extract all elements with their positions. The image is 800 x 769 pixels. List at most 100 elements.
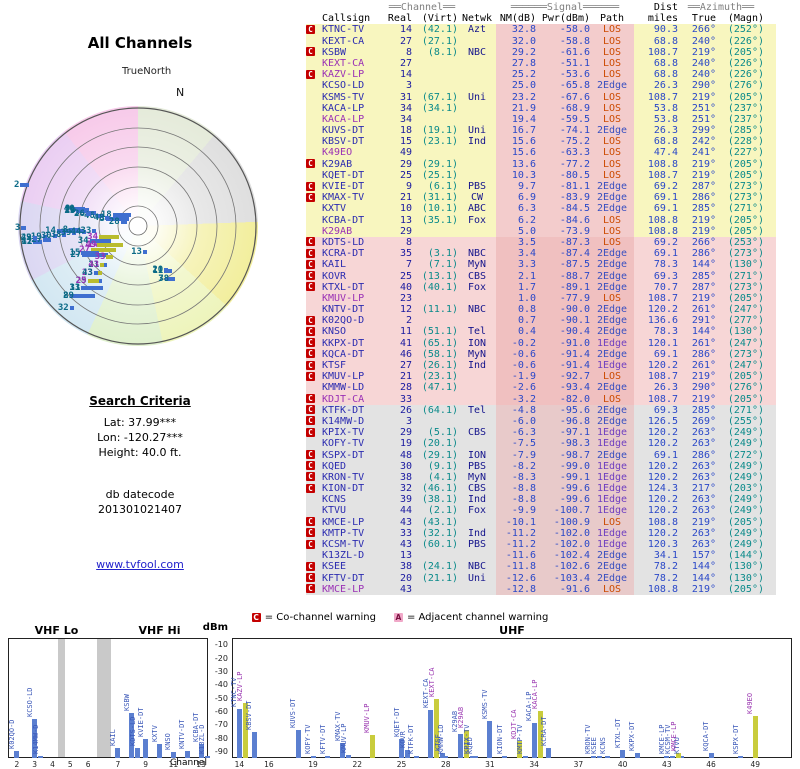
path-cell: LOS (590, 371, 634, 383)
power-cell: -51.1 (536, 57, 590, 70)
table-row: K13ZL-D 13 -11.6 -102.4 2Edge 34.1 157° (144°) (306, 550, 776, 562)
noise-margin-cell: -9.9 (496, 505, 536, 517)
real-channel-cell: 25 (399, 169, 412, 181)
table-row: KCNS 39 (38.1) Ind -8.8 -99.6 1Edge 120.2 263° (2… (306, 494, 776, 506)
table-row: C K14MW-D 3 -6.0 -96.8 2Edge 126.5 269° (255°) (306, 415, 776, 428)
power-cell: -98.3 (536, 438, 590, 450)
table-row: K29AB 29 5.0 -73.9 LOS 108.8 219° (205°) (306, 225, 776, 237)
magnetic-azimuth-cell: (226°) (727, 69, 764, 81)
spectrum-callsign-label: KQED (466, 737, 475, 754)
power-cell: -90.1 (536, 315, 590, 327)
real-channel-cell: 43 (399, 516, 412, 528)
network-cell: CBS (467, 427, 487, 439)
real-channel-cell: 21 (399, 371, 412, 383)
path-cell: LOS (590, 158, 634, 170)
warning-badge: C (306, 472, 315, 482)
path-cell: 2Edge (590, 192, 634, 204)
spectrum-bar (676, 753, 682, 758)
noise-margin-cell: -6.0 (496, 415, 536, 428)
dbm-tick-label: -30 (214, 666, 228, 676)
path-cell: LOS (590, 35, 634, 47)
callsign-cell: KQET-DT (322, 169, 365, 181)
miles-cell: 53.8 (653, 113, 678, 125)
spectrum-bar (469, 756, 475, 758)
warning-badge: C (306, 528, 315, 538)
network-cell (458, 226, 496, 237)
power-cell: -97.1 (536, 427, 590, 439)
dbm-tick-label: -20 (214, 653, 228, 663)
tvfool-link[interactable]: www.tvfool.com (96, 558, 184, 571)
power-cell: -103.4 (536, 572, 590, 584)
virtual-channel-cell: (27.1) (421, 35, 458, 47)
miles-cell: 108.8 (647, 214, 678, 226)
power-cell: -96.8 (536, 415, 590, 428)
virtual-channel-cell: (2.1) (427, 505, 458, 517)
channel-tick-label: 16 (264, 760, 274, 769)
true-azimuth-cell: 251° (691, 113, 716, 125)
miles-cell: 26.3 (653, 382, 678, 394)
virtual-channel-cell: (13.1) (421, 270, 458, 282)
channel-tick-label: 37 (573, 760, 584, 769)
radar-channel-marker: 46 (84, 211, 104, 221)
path-cell: 1Edge (590, 427, 634, 439)
table-row: C KMAX-TV 21 (31.1) CW 6.9 -83.9 2Edge 69.1 286° (… (306, 192, 776, 204)
radar-channel-marker: 13 (131, 247, 147, 257)
miles-cell: 108.7 (647, 91, 678, 103)
power-cell: -102.0 (536, 539, 590, 551)
spectrum-bar (204, 756, 210, 758)
noise-margin-cell: 6.2 (496, 214, 536, 226)
true-azimuth-cell: 219° (691, 516, 716, 528)
noise-margin-cell: 10.3 (496, 169, 536, 181)
radar-channel-marker: 3 (15, 223, 26, 233)
virtual-channel-cell: (29.1) (421, 449, 458, 461)
magnetic-azimuth-cell: (271°) (727, 203, 764, 215)
table-column-header: Callsign Real (Virt) Netwk NM(dB) Pwr(dB… (306, 13, 776, 24)
magnetic-azimuth-cell: (130°) (727, 572, 764, 584)
power-cell: -100.7 (536, 505, 590, 517)
real-channel-cell: 3 (405, 415, 412, 427)
table-row: C KVIE-DT 9 (6.1) PBS 9.7 -81.1 2Edge 69.2 287° (2… (306, 181, 776, 193)
power-cell: -59.5 (536, 113, 590, 126)
radar-channel-marker: 34 (87, 232, 119, 242)
miles-cell: 108.7 (647, 393, 678, 405)
noise-margin-cell: -8.8 (496, 483, 536, 495)
network-cell (458, 584, 496, 595)
power-cell: -58.8 (536, 35, 590, 47)
true-azimuth-cell: 263° (691, 505, 716, 517)
power-cell: -102.4 (536, 550, 590, 562)
callsign-cell: KOVR (322, 270, 347, 282)
miles-cell: 136.6 (647, 315, 678, 327)
table-row: C KKPX-DT 41 (65.1) ION -0.2 -91.0 1Edge 120.1 26… (306, 337, 776, 349)
path-cell: LOS (590, 214, 634, 226)
warning-badge: C (306, 573, 315, 583)
real-channel-cell: 8 (405, 236, 412, 248)
path-cell: 2Edge (590, 203, 634, 215)
callsign-cell: KAZV-LP (322, 69, 365, 81)
spectrum-section: C = Co-channel warning A = Adjacent chan… (0, 600, 800, 769)
power-cell: -53.6 (536, 69, 590, 81)
vhf-hi-label: VHF Hi (138, 624, 181, 637)
virtual-channel-cell: (43.1) (421, 516, 458, 528)
callsign-cell: KTSF (322, 360, 347, 371)
true-azimuth-cell: 261° (691, 304, 716, 316)
callsign-cell: KSBW (322, 46, 347, 58)
magnetic-azimuth-cell: (253°) (727, 236, 764, 248)
magnetic-azimuth-cell: (285°) (727, 125, 764, 137)
callsign-cell: KTXL-DT (322, 281, 365, 293)
magnetic-azimuth-cell: (272°) (727, 449, 764, 461)
noise-margin-cell: -8.3 (496, 471, 536, 484)
virtual-channel-cell: (64.1) (421, 404, 458, 416)
callsign-cell: KMCE-LP (322, 516, 365, 528)
co-channel-icon: C (251, 613, 261, 622)
noise-margin-cell: 25.2 (496, 69, 536, 81)
spectrum-callsign-label: KSMS-TV (480, 689, 489, 720)
noise-margin-cell: 0.8 (496, 304, 536, 316)
table-row: C KSPX-DT 48 (29.1) ION -7.9 -98.7 2Edge 69.1 286… (306, 449, 776, 461)
true-azimuth-cell: 285° (691, 203, 716, 215)
callsign-cell: KSEE (322, 561, 347, 573)
magnetic-azimuth-cell: (205°) (727, 393, 764, 405)
spectrum-bar (32, 719, 38, 758)
path-cell: LOS (590, 225, 634, 237)
miles-cell: 70.7 (653, 281, 678, 293)
callsign-cell: KMCE-LP (322, 583, 365, 595)
